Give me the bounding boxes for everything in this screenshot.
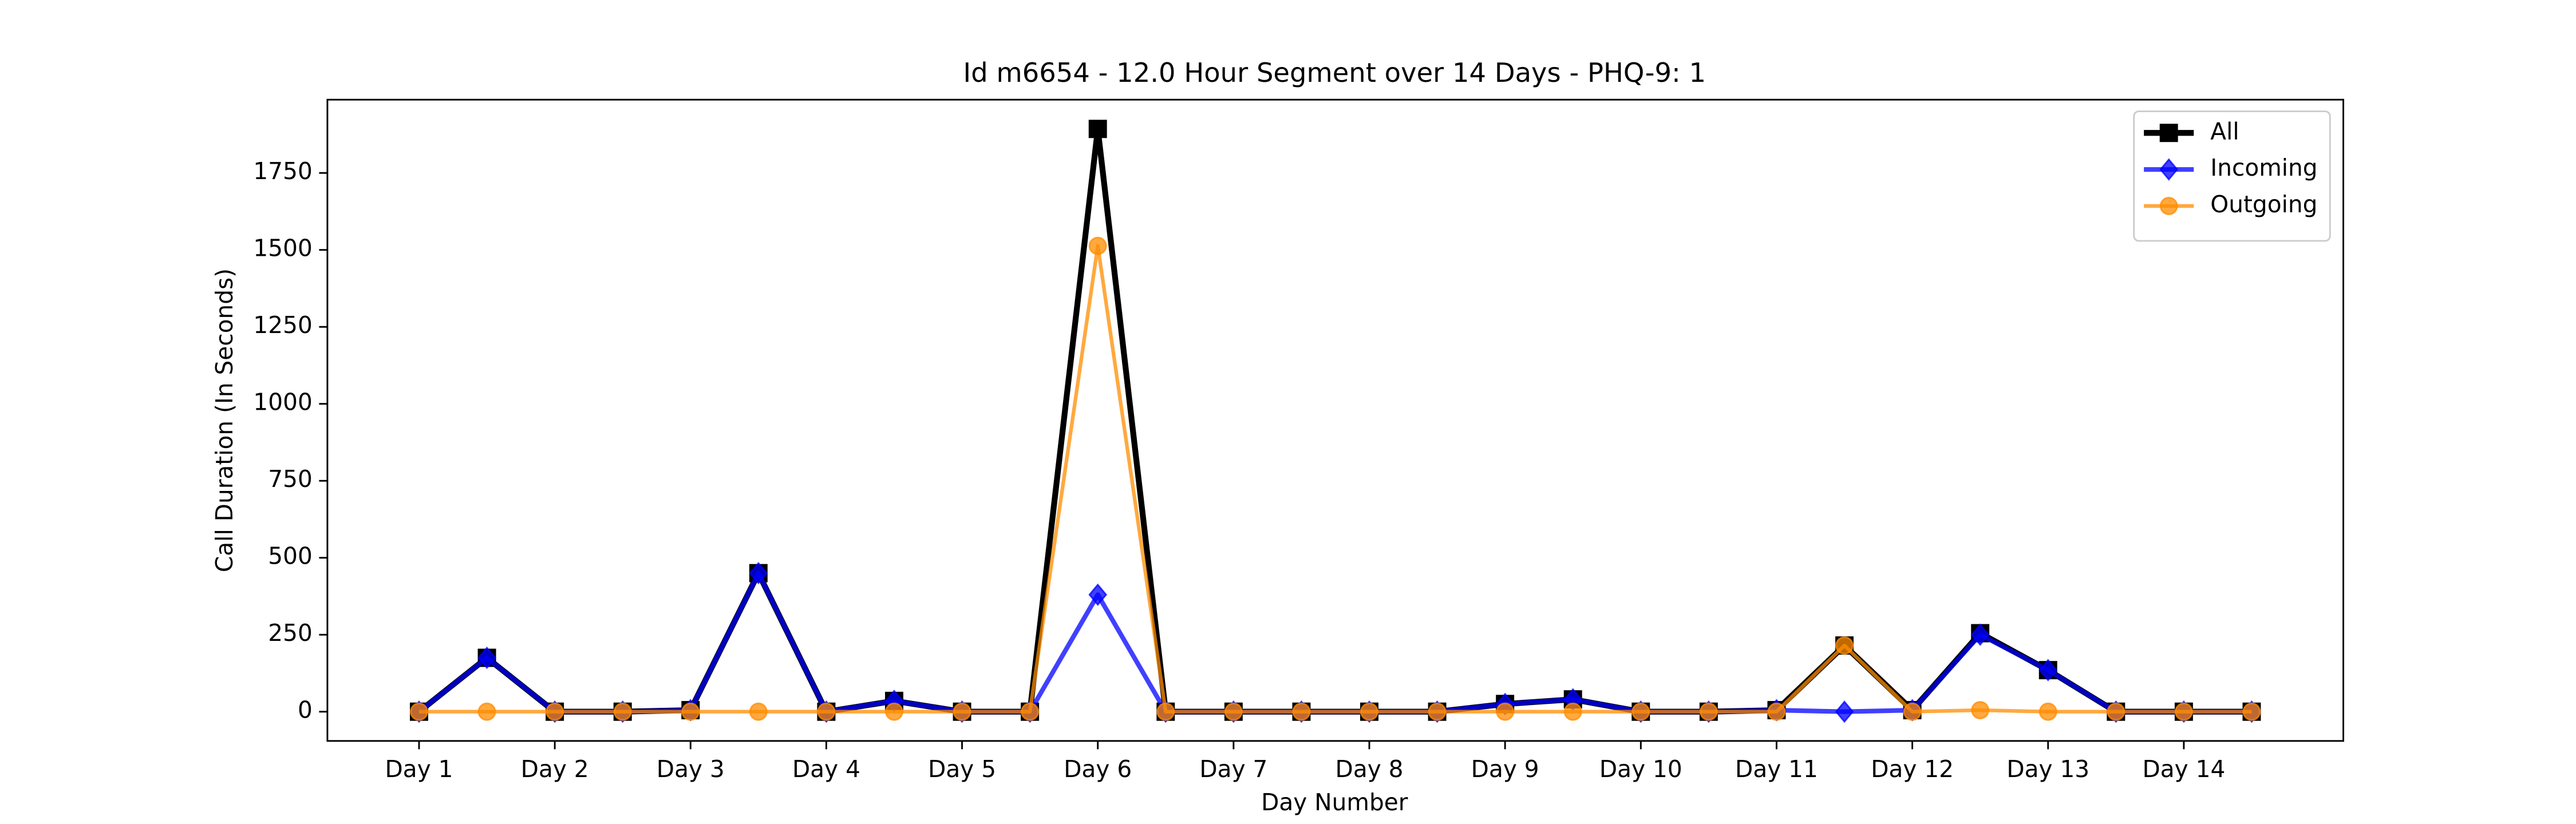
x-tick-label: Day 12: [1871, 755, 1954, 783]
series: [409, 561, 2261, 723]
x-axis-label: Day Number: [1261, 789, 1408, 816]
marker: [477, 646, 496, 670]
y-tick-label: 1750: [253, 157, 312, 185]
y-tick-label: 500: [268, 542, 313, 570]
marker: [1292, 702, 1311, 721]
marker: [1088, 236, 1107, 255]
x-tick-label: Day 13: [2006, 755, 2089, 783]
marker: [2159, 197, 2178, 215]
marker: [1903, 702, 1922, 721]
marker: [2107, 702, 2125, 721]
marker: [885, 702, 903, 721]
marker: [2242, 702, 2261, 721]
marker: [1156, 702, 1175, 721]
marker: [1970, 623, 1990, 646]
x-tick-label: Day 10: [1599, 755, 1682, 783]
marker: [1088, 120, 1107, 138]
x-tick-label: Day 3: [657, 755, 725, 783]
marker: [1631, 702, 1650, 721]
marker: [477, 702, 496, 721]
x-tick-label: Day 7: [1199, 755, 1267, 783]
x-tick-label: Day 8: [1336, 755, 1404, 783]
marker: [1767, 702, 1786, 721]
y-axis-label: Call Duration (In Seconds): [211, 268, 238, 572]
marker: [1224, 702, 1243, 721]
x-tick-label: Day 11: [1735, 755, 1818, 783]
y-tick-label: 1250: [253, 311, 312, 339]
chart-title: Id m6654 - 12.0 Hour Segment over 14 Day…: [963, 57, 1706, 88]
legend-label: All: [2210, 117, 2239, 145]
y-tick-label: 1500: [253, 235, 312, 262]
marker: [2038, 702, 2057, 721]
marker: [681, 702, 700, 721]
x-tick-label: Day 14: [2142, 755, 2225, 783]
legend-box: [2133, 110, 2331, 242]
x-tick-label: Day 9: [1471, 755, 1539, 783]
y-tick-label: 750: [268, 465, 313, 493]
marker: [1835, 700, 1854, 723]
series-line: [417, 571, 2252, 714]
x-tick-label: Day 5: [928, 755, 996, 783]
x-tick-label: Day 4: [792, 755, 860, 783]
marker: [2159, 124, 2178, 142]
legend-label: Incoming: [2210, 154, 2317, 181]
marker: [1699, 702, 1718, 721]
marker: [749, 561, 768, 585]
series-line: [419, 244, 2252, 714]
legend: All Incoming Outgoing: [2133, 110, 2331, 242]
y-tick-label: 1000: [253, 389, 312, 416]
marker: [817, 702, 836, 721]
marker: [1835, 636, 1854, 655]
plot-frame: [326, 98, 2344, 742]
marker: [749, 702, 768, 721]
marker: [1360, 702, 1378, 721]
marker: [613, 702, 632, 721]
marker: [2159, 158, 2179, 181]
marker: [1496, 702, 1515, 721]
marker: [1428, 702, 1447, 721]
x-tick-label: Day 2: [521, 755, 589, 783]
y-tick-label: 0: [298, 696, 313, 724]
marker: [1088, 583, 1108, 606]
marker: [1971, 701, 1990, 720]
marker: [2174, 702, 2193, 721]
marker: [953, 702, 971, 721]
x-tick-label: Day 6: [1064, 755, 1132, 783]
x-tick-label: Day 1: [385, 755, 453, 783]
marker: [546, 702, 564, 721]
series: [410, 236, 2261, 721]
marker: [2038, 659, 2058, 682]
legend-label: Outgoing: [2210, 191, 2317, 218]
marker: [410, 702, 428, 721]
marker: [1021, 702, 1040, 721]
marker: [1563, 702, 1582, 721]
y-tick-label: 250: [268, 619, 313, 647]
